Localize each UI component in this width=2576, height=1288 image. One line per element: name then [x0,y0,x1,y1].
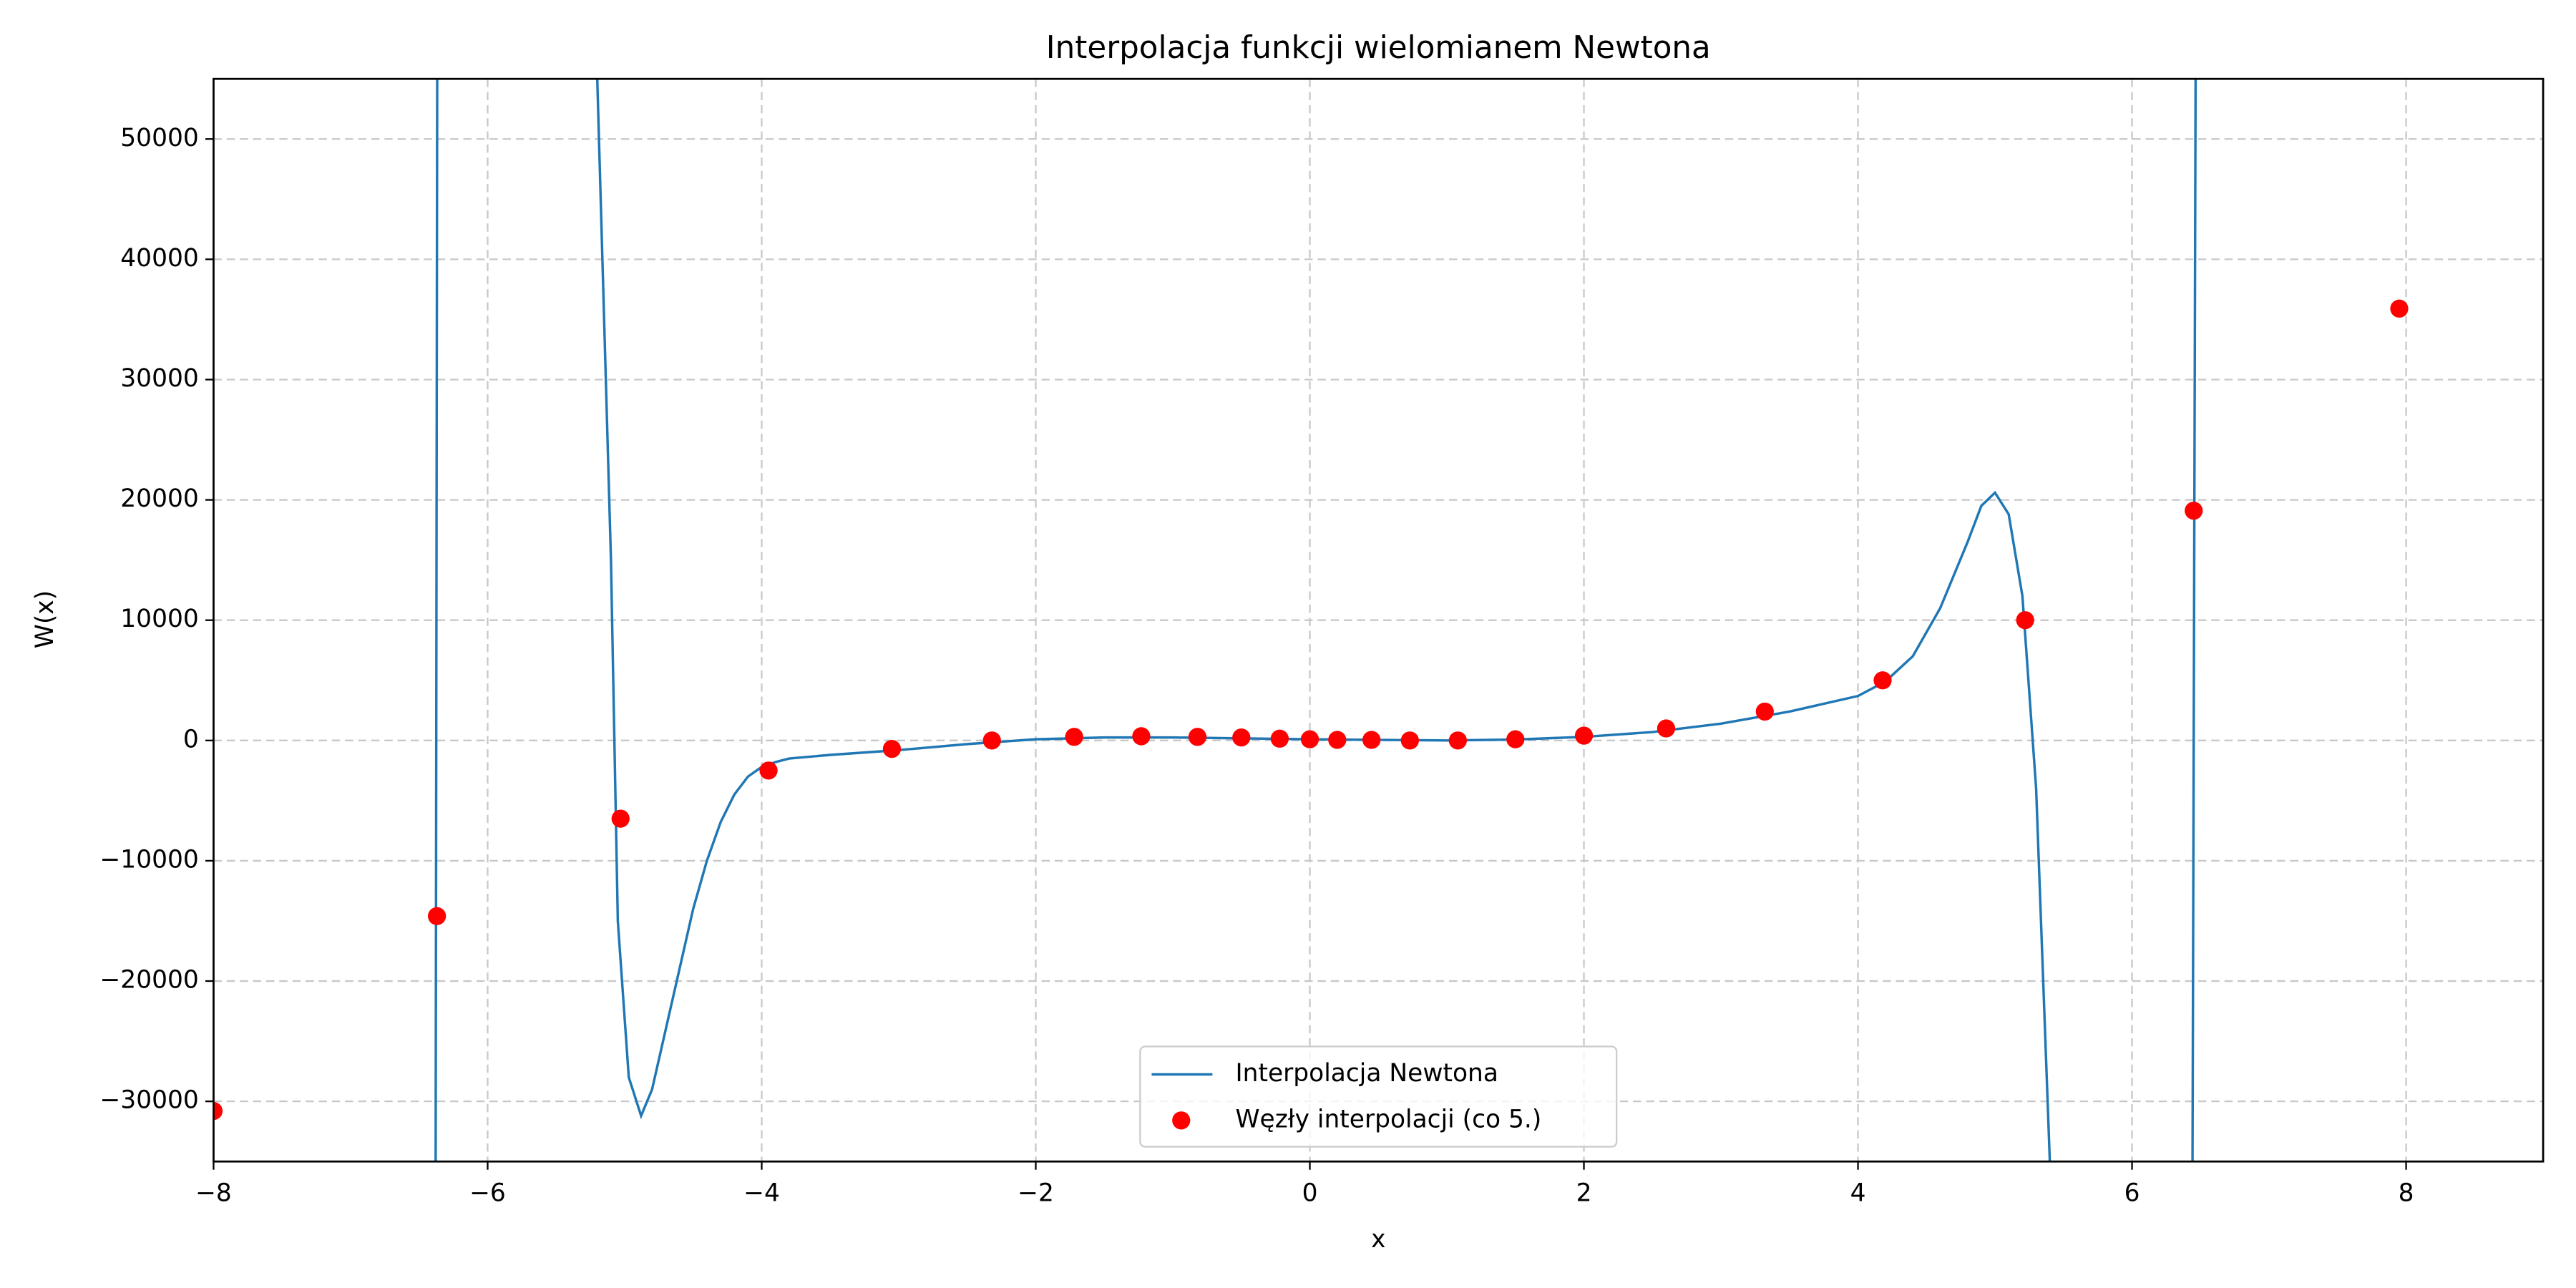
data-point [2016,611,2034,630]
x-tick-label: 0 [1302,1179,1318,1208]
data-point [1328,731,1347,749]
data-point [1755,702,1774,721]
data-point [611,809,630,828]
data-point [1506,730,1525,748]
data-point [2390,299,2409,318]
y-tick-label: 30000 [120,364,199,393]
data-point [1448,731,1467,750]
data-point [2185,502,2203,520]
y-tick-label: 40000 [120,244,199,273]
data-point [1132,727,1151,746]
x-tick-label: 4 [1850,1179,1866,1208]
plot-frame [213,77,2545,1163]
data-point [759,761,778,780]
x-tick-label: 6 [2124,1179,2140,1208]
data-point [1657,719,1676,738]
legend-label: Węzły interpolacji (co 5.) [1236,1105,1542,1133]
data-point [1873,671,1892,690]
y-axis-label: W(x) [31,590,59,648]
data-point [1188,728,1207,746]
y-tick-label: 20000 [120,484,199,513]
data-point [213,1101,223,1121]
x-tick-label: −8 [195,1179,232,1208]
x-tick-label: 2 [1576,1179,1592,1208]
x-axis-label: x [1371,1225,1385,1254]
y-tick-label: −10000 [99,845,198,874]
data-point [427,907,447,925]
data-point [1270,729,1289,748]
data-point [1300,730,1319,748]
y-tick-label: −20000 [99,966,198,995]
legend-label: Interpolacja Newtona [1236,1059,1498,1088]
data-point [1574,726,1594,745]
y-tick-label: −30000 [99,1086,198,1115]
data-point [882,739,902,758]
data-point [1232,728,1251,747]
legend-box [1139,1045,1618,1148]
data-point [1400,731,1419,750]
x-tick-label: 8 [2399,1179,2414,1208]
x-tick-label: −4 [743,1179,780,1208]
y-tick-label: 10000 [120,605,199,633]
plot-area [213,79,2409,1162]
data-point [1362,731,1381,749]
y-tick-label: 50000 [120,124,199,152]
y-tick-label: 0 [183,725,199,753]
data-point [1065,728,1083,746]
legend-marker [1172,1111,1191,1130]
x-tick-label: −6 [469,1179,506,1208]
x-tick-label: −2 [1018,1179,1054,1208]
chart-title: Interpolacja funkcji wielomianem Newtona [1046,30,1711,66]
data-point [982,731,1001,750]
